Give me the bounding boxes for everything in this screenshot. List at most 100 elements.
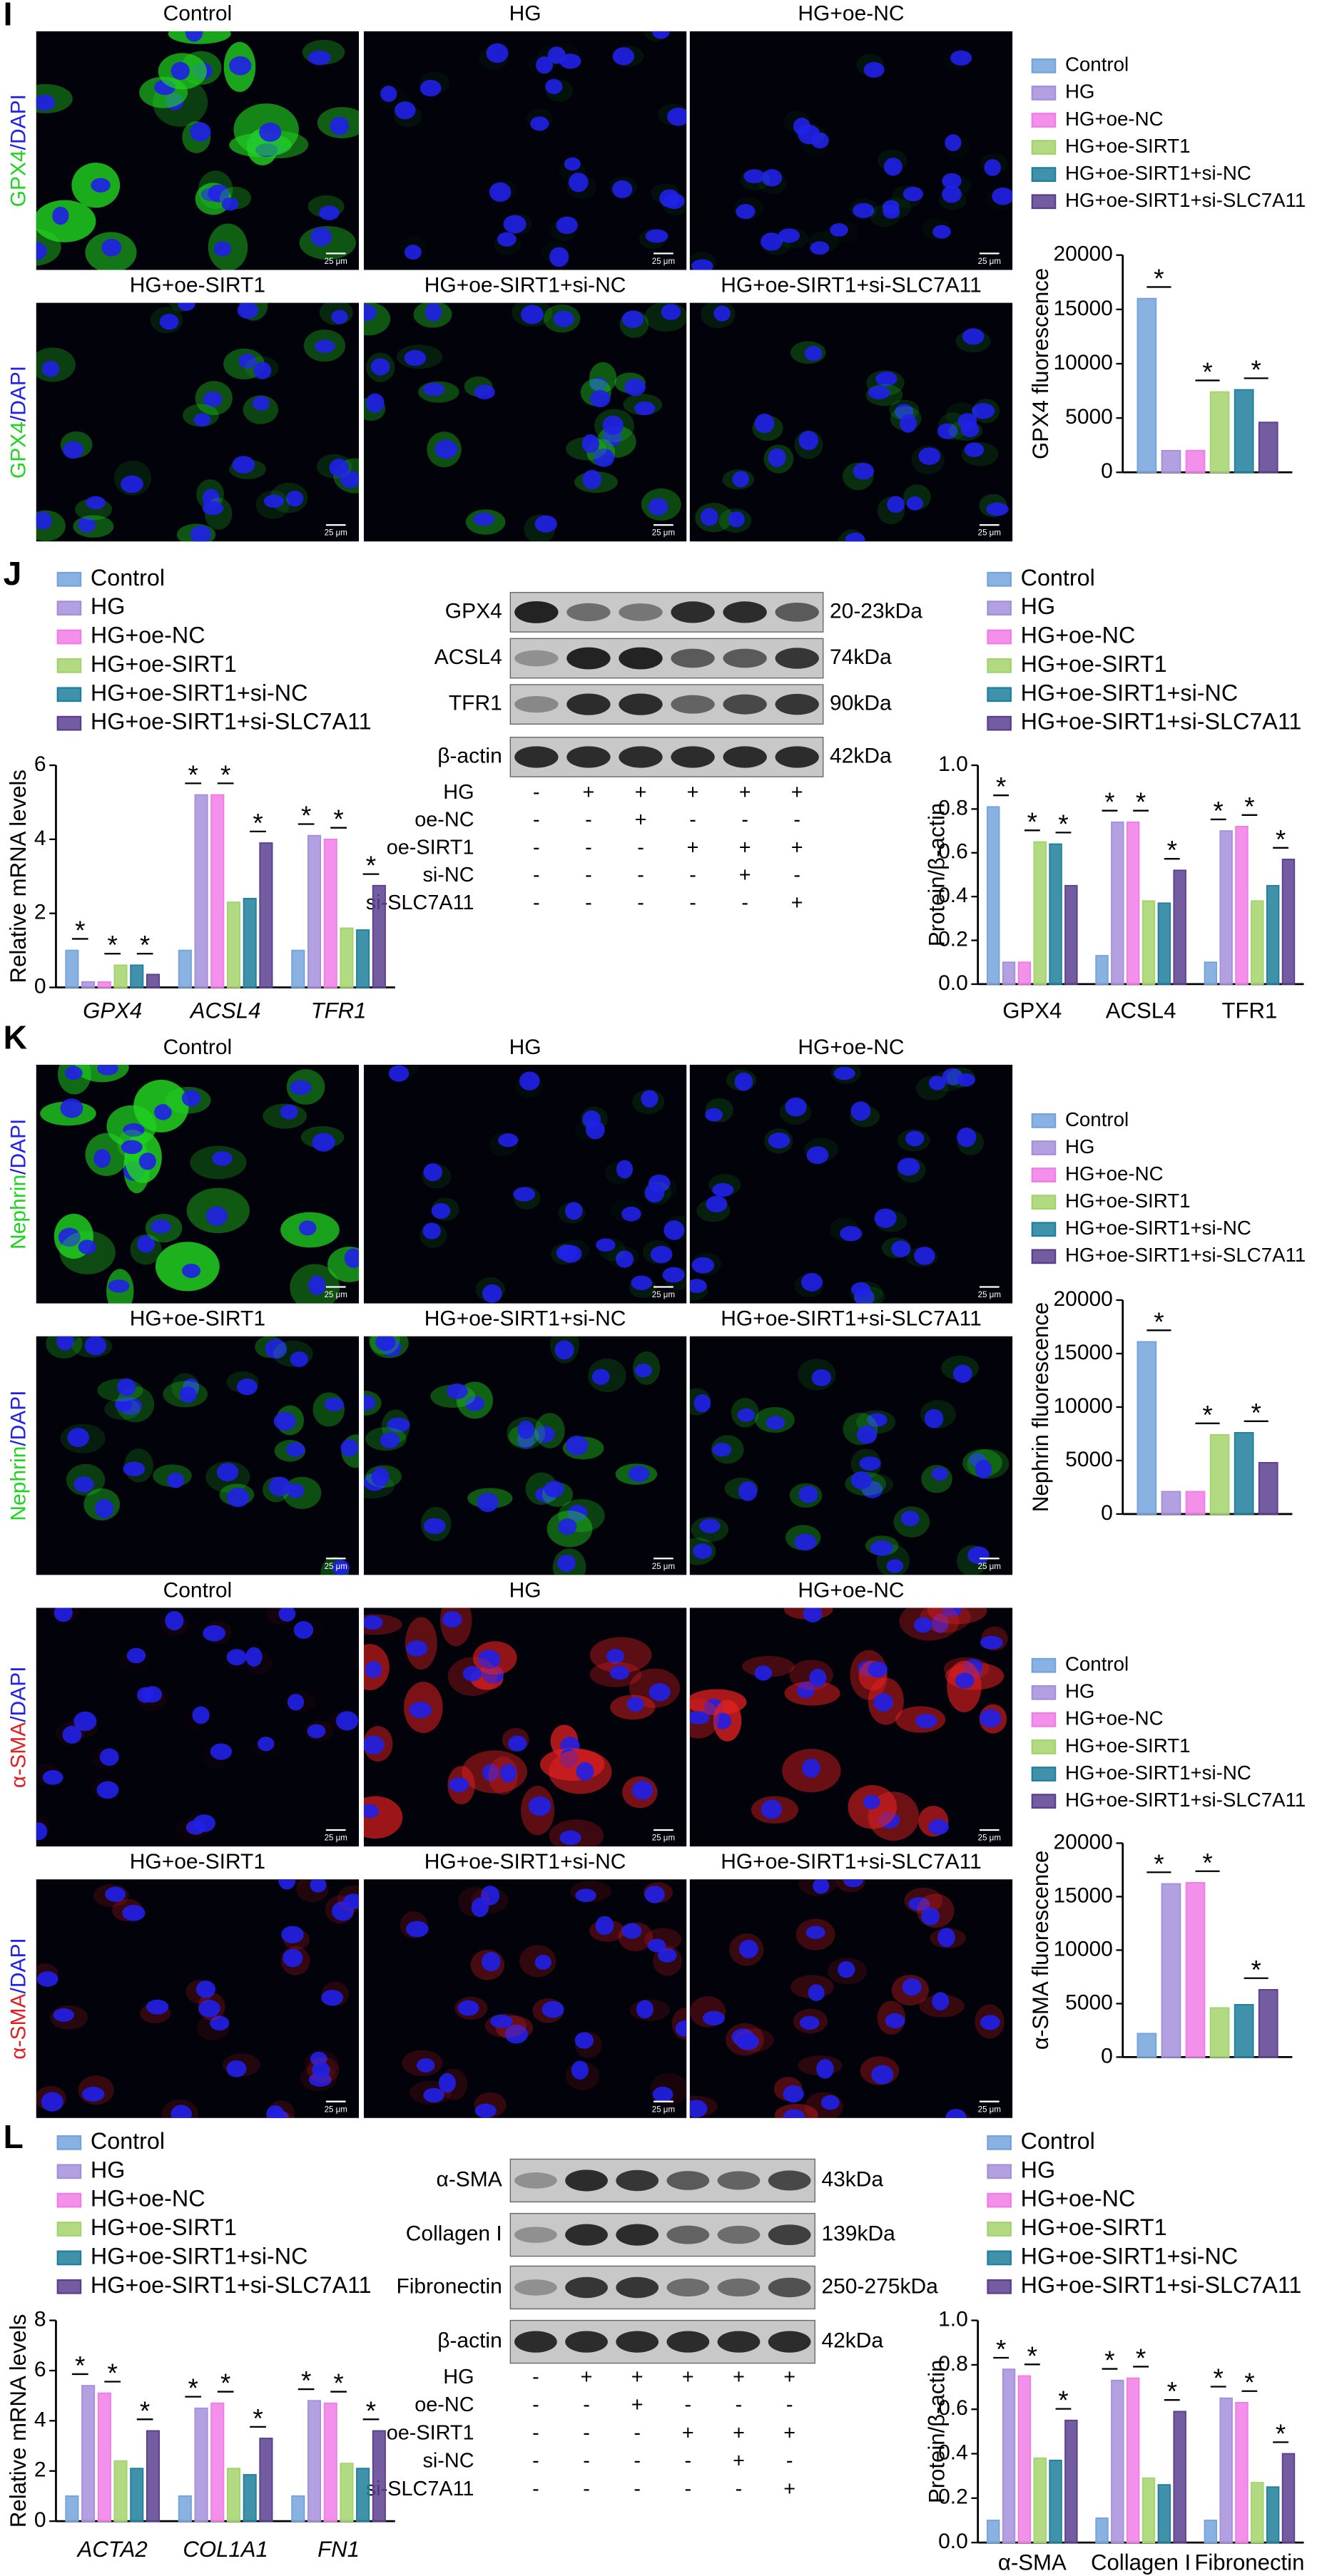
y-tick-label: 6 [34, 752, 46, 776]
significance-star: * [1251, 1955, 1261, 1984]
nucleus [900, 1511, 920, 1526]
nucleus [928, 1819, 949, 1835]
nucleus [471, 1897, 489, 1918]
bar [356, 2468, 370, 2523]
nucleus [957, 1073, 975, 1087]
nucleus [310, 1879, 327, 1893]
nucleus [64, 1065, 83, 1080]
nucleus [870, 1540, 893, 1556]
nucleus [783, 2109, 805, 2118]
significance-star: * [996, 772, 1006, 802]
legend-swatch [56, 715, 82, 731]
nucleus [105, 1886, 126, 1902]
nucleus [146, 1999, 169, 2015]
nucleus [93, 1149, 111, 1168]
legend-label: HG+oe-SIRT1 [91, 651, 237, 677]
nucleus [298, 1220, 317, 1236]
legend-label: HG+oe-NC [1065, 1162, 1164, 1185]
nucleus [942, 173, 962, 189]
micrograph-content [689, 1608, 1008, 1841]
nucleus [423, 1518, 446, 1534]
y-tick-label: 10000 [1053, 1394, 1112, 1418]
nucleus [689, 2100, 708, 2118]
bar [1141, 2477, 1156, 2544]
significance-star: * [333, 2368, 343, 2398]
nucleus [177, 302, 196, 311]
stain-part: Nephrin [7, 1175, 31, 1249]
legend-label: HG+oe-SIRT1 [1065, 135, 1191, 157]
legend-swatch [1031, 113, 1057, 128]
stain-part: /DAPI [7, 1390, 31, 1446]
nucleus [331, 310, 348, 324]
stain-part: GPX4 [7, 421, 31, 479]
bar [113, 964, 128, 988]
blot-protein: α-SMA [436, 2167, 502, 2191]
blot-band [566, 647, 611, 670]
nucleus [73, 1711, 97, 1732]
nucleus [549, 247, 569, 267]
blot-band [775, 648, 819, 669]
nucleus [802, 1758, 820, 1778]
legend-swatch [1031, 1657, 1057, 1673]
blot-band [616, 2224, 659, 2246]
treatment-mark: - [532, 2366, 539, 2388]
nucleus [800, 1272, 823, 1292]
y-tick-label: 1.0 [938, 2308, 968, 2331]
scale-bar-label: 25 μm [325, 2105, 347, 2114]
blot-protein: Fibronectin [396, 2274, 502, 2298]
legend-swatch [56, 2135, 82, 2150]
nucleus [123, 1123, 145, 1137]
legend-label: HG [1021, 593, 1055, 619]
y-axis-label: Relative mRNA levels [6, 2314, 31, 2528]
bar [1185, 1882, 1206, 2058]
legend-swatch [987, 2135, 1012, 2150]
y-tick-label: 0.2 [938, 927, 968, 951]
stain-part: α-SMA [7, 1722, 31, 1788]
bar [1064, 884, 1078, 985]
nucleus [641, 1090, 658, 1108]
nucleus [647, 1938, 666, 1953]
micrograph-title: HG [509, 1578, 541, 1602]
nucleus [794, 1533, 817, 1551]
nucleus [307, 50, 331, 66]
nucleus [380, 1432, 400, 1448]
nucleus [171, 61, 190, 81]
nucleus [528, 1796, 551, 1816]
x-tick-label: Collagen I [1091, 2550, 1191, 2575]
cell-signal [643, 31, 670, 41]
bar [1185, 1491, 1206, 1515]
nucleus [237, 302, 258, 320]
blot-band [723, 746, 767, 768]
micrograph-content [363, 1336, 661, 1575]
nucleus [56, 1336, 74, 1351]
bar [291, 2495, 305, 2523]
nucleus [631, 1275, 653, 1290]
nucleus [60, 1098, 83, 1118]
legend-swatch [987, 629, 1012, 645]
scale-bar-label: 25 μm [652, 529, 675, 538]
nucleus [868, 1661, 888, 1678]
blot-band [671, 601, 715, 623]
significance-star: * [75, 916, 85, 945]
nucleus [975, 1459, 992, 1479]
nucleus [589, 389, 611, 408]
scale-bar-label: 25 μm [978, 2105, 1001, 2114]
nucleus [288, 1693, 305, 1711]
y-tick-label: 10000 [1053, 351, 1112, 374]
nucleus [816, 2059, 834, 2079]
y-tick-label: 0.0 [938, 2530, 968, 2553]
micrograph [689, 1879, 1013, 2118]
nucleus [321, 1989, 344, 2006]
nucleus [387, 1417, 410, 1433]
bar [1209, 391, 1230, 474]
significance-star: * [1214, 796, 1224, 825]
y-tick-label: 0.0 [938, 971, 968, 995]
nucleus [312, 1133, 335, 1152]
bar [1049, 2459, 1062, 2544]
nucleus [595, 1916, 614, 1936]
nucleus [159, 314, 179, 330]
nucleus [36, 1822, 48, 1841]
nucleus [198, 2000, 220, 2018]
scale-bar-label: 25 μm [978, 1834, 1001, 1843]
nucleus [945, 134, 962, 152]
